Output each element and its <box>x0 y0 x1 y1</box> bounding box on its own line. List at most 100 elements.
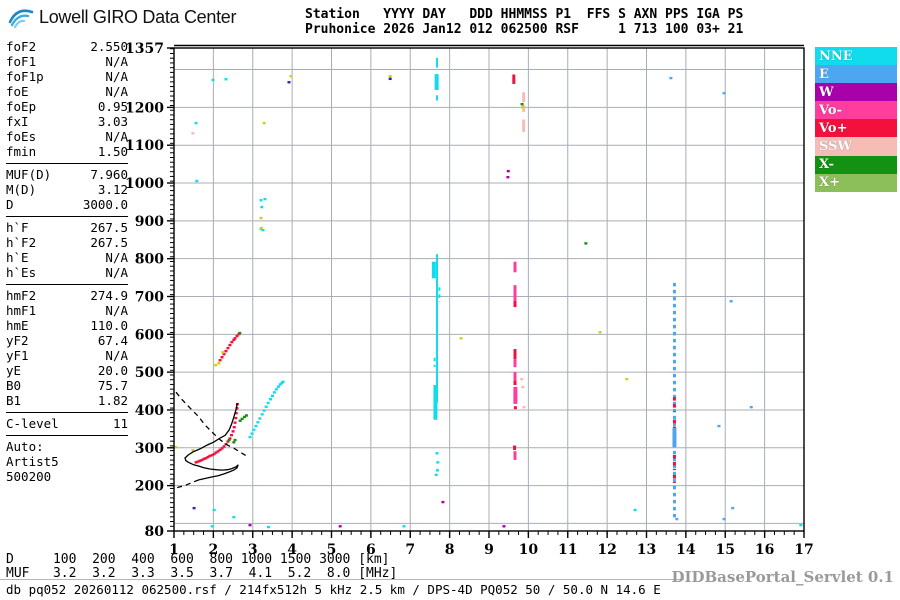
param-label: foE <box>6 84 29 99</box>
echo-dot-NNE-echoes <box>799 523 803 527</box>
legend-item-w: W <box>815 83 897 102</box>
y-axis-label: 600 <box>135 327 164 343</box>
echo-dot-F-trace-O-mode-Vo+ <box>194 461 198 464</box>
echo-dot-NNE-echoes <box>434 473 438 477</box>
autoscaler-line: Auto: <box>6 439 128 454</box>
echo-dot-F-trace-X-mode-NNE <box>281 380 285 383</box>
echo-dot-W-echoes <box>506 169 510 173</box>
echo-dot-F-trace-X-mode-NNE <box>262 409 266 412</box>
param-value: 3.03 <box>97 114 128 129</box>
echo-dot-F-trace-X-mode-NNE <box>272 391 276 394</box>
echo-dot-yellow-echoes <box>262 121 266 125</box>
param-value: N/A <box>105 54 128 69</box>
ionogram-svg: 1357120011001000900800700600500400300200… <box>125 41 814 558</box>
echo-dot-F-trace-X-mode-NNE <box>268 397 272 401</box>
x-axis-label: 7 <box>405 542 415 555</box>
legend-label: X- <box>819 157 835 173</box>
param-label: yF1 <box>6 348 29 363</box>
legend-item-nne: NNE <box>815 47 897 66</box>
legend-label: NNE <box>819 48 853 64</box>
echo-dot-F-trace-X-mode-NNE <box>264 405 268 408</box>
legend-label: E <box>819 66 829 82</box>
param-separator <box>6 216 128 217</box>
legend-label: SSW <box>819 139 853 155</box>
param-value: 3000.0 <box>82 197 128 212</box>
param-row-hmf1: hmF1 N/A <box>6 303 128 318</box>
echo-dot-F-trace-O-mode-Vo+ <box>218 448 222 452</box>
x-axis-label: 11 <box>558 542 577 555</box>
echo-dot-X-minus-echoes <box>238 419 242 422</box>
echo-dot-X-minus-echoes <box>238 331 242 335</box>
echo-dot-F-trace-O-mode-Vo+ <box>208 454 212 458</box>
echo-dot-NNE-echoes <box>261 228 265 232</box>
echo-dot-NNE-echoes <box>436 461 440 464</box>
echo-dot-F-trace-O-mode-Vo+ <box>212 452 216 456</box>
param-value: N/A <box>105 84 128 99</box>
param-value: 7.960 <box>90 167 128 182</box>
x-axis-label: 10 <box>519 542 539 555</box>
echo-dot-NNE-echoes <box>263 197 267 201</box>
param-row-fof1p: foF1p N/A <box>6 69 128 84</box>
x-axis-label: 16 <box>755 542 774 555</box>
echo-dot-yellow-echoes <box>459 337 463 340</box>
echo-dot-X-minus-echoes <box>233 438 237 442</box>
echo-dot-NNE-echoes <box>260 205 264 209</box>
echo-dot-second-hop-F-Vo+ <box>220 356 224 359</box>
param-row-foes: foEs N/A <box>6 129 128 144</box>
echo-dot-E-echoes <box>675 517 679 521</box>
echo-dot-F-trace-X-mode-NNE <box>250 432 254 435</box>
echo-dot-F-trace-O-mode-Vo+ <box>220 447 224 450</box>
param-label: fmin <box>6 144 37 159</box>
station-header-row: Station YYYY DAY DDD HHMMSS P1 FFS S AXN… <box>305 7 744 22</box>
param-row-d: D 3000.0 <box>6 197 128 212</box>
echo-dot-SSW-echoes <box>522 405 526 409</box>
param-value: N/A <box>105 69 128 84</box>
echo-dot-second-hop-F-Vo+ <box>226 346 230 350</box>
echo-dot-F-trace-O-mode-Vo+ <box>235 407 239 410</box>
echo-dot-second-hop-F-Vo+ <box>228 343 232 347</box>
giro-logo-icon <box>8 9 34 28</box>
param-label: foF2 <box>6 39 37 54</box>
param-value: 267.5 <box>90 235 128 250</box>
echo-dot-NNE-echoes <box>232 516 236 519</box>
param-value: N/A <box>105 129 128 144</box>
param-row-hmf2: hmF2 274.9 <box>6 288 128 303</box>
echo-dot-X-minus-echoes <box>227 438 231 442</box>
echo-dot-X-minus-echoes <box>242 415 246 419</box>
echo-dot-NNE-echoes <box>402 525 406 528</box>
echo-dot-F-trace-O-mode-Vo+ <box>210 453 214 457</box>
echo-dot-W-echoes <box>506 175 510 179</box>
echo-dot-F-trace-O-mode-Vo+ <box>232 425 236 429</box>
echo-dot-F-trace-X-mode-NNE <box>270 394 274 397</box>
y-axis-label: 400 <box>135 403 164 419</box>
echo-dot-F-trace-O-mode-Vo+ <box>222 445 226 448</box>
echo-dot-yellow-echoes <box>521 106 525 109</box>
echo-dot-X-minus-echoes <box>584 242 588 245</box>
echo-dot-F-trace-X-mode-NNE <box>248 435 252 439</box>
param-row-foep: foEp 0.95 <box>6 99 128 114</box>
echo-dot-second-hop-F-Vo+ <box>222 352 226 356</box>
echo-dot-F-trace-O-mode-Vo+ <box>228 437 232 440</box>
echo-dot-yellow-echoes <box>217 362 221 365</box>
echo-dot-second-hop-F-Vo+ <box>233 337 237 340</box>
echo-dot-dark-blue-echoes <box>388 77 392 81</box>
x-axis-label: 8 <box>445 542 455 555</box>
param-label: yF2 <box>6 333 29 348</box>
param-row-hme: hmE 110.0 <box>6 318 128 333</box>
echo-dot-second-hop-F-Vo+ <box>218 359 222 362</box>
x-axis-label: 12 <box>597 542 616 555</box>
param-label: h`F <box>6 220 29 235</box>
param-label: B1 <box>6 393 22 408</box>
param-label: foF1p <box>6 69 44 84</box>
profile-tail-curve <box>173 479 200 490</box>
parameter-panel: foF2 2.550 foF1 N/A foF1p N/A foE N/A foEp 0.95 fx… <box>6 39 128 484</box>
param-row-mufd: MUF(D) 7.960 <box>6 167 128 182</box>
echo-dot-F-trace-O-mode-Vo+ <box>233 421 237 424</box>
echo-dot-F-trace-O-mode-Vo+ <box>229 433 233 437</box>
param-value: 110.0 <box>90 318 128 333</box>
echo-dot-W-echoes <box>338 525 342 528</box>
param-label: yE <box>6 363 22 378</box>
y-axis-label: 800 <box>135 252 164 268</box>
legend-item-x: X- <box>815 155 897 174</box>
echo-dot-F-trace-X-mode-NNE <box>274 388 278 391</box>
